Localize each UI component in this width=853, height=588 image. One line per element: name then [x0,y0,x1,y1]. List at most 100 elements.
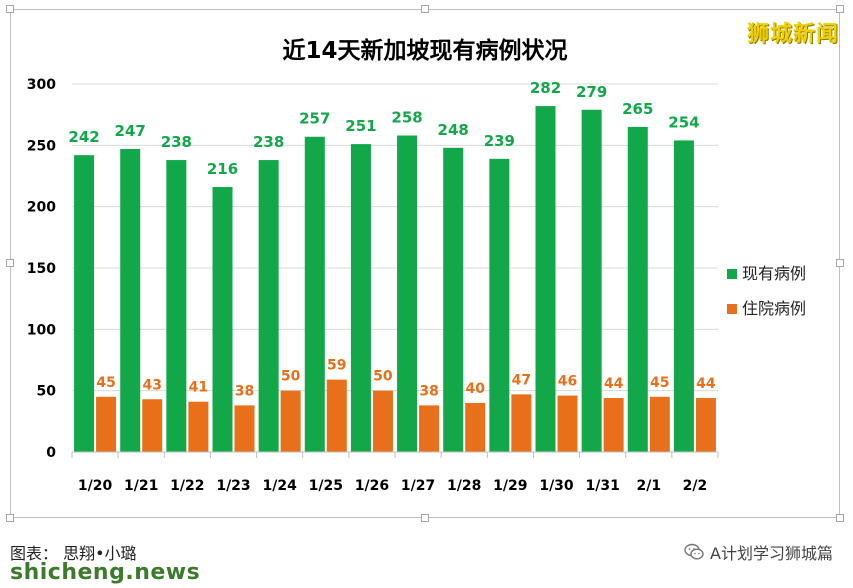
bar-hospitalised-cases [419,405,440,452]
bar-hospitalised-cases [557,395,578,452]
bar-hospitalised-cases [603,398,624,452]
data-label-hospitalised-cases: 45 [650,375,669,391]
bar-hospitalised-cases [695,398,716,452]
x-tick-label: 1/22 [170,478,204,494]
data-label-current-cases: 248 [438,121,469,139]
source-watermark: shicheng.news [10,560,201,585]
bar-hospitalised-cases [188,401,209,452]
bar-current-cases [304,136,325,452]
data-label-hospitalised-cases: 45 [96,375,115,391]
data-label-current-cases: 282 [530,79,561,97]
bars [74,106,716,453]
chart-title: 近14天新加坡现有病例状况 [282,37,567,64]
data-label-current-cases: 247 [115,122,146,140]
account-tag: A计划学习狮城篇 [684,540,833,564]
bar-hospitalised-cases [649,396,670,452]
resize-handle-bottom-left[interactable] [6,514,14,522]
x-tick-label: 1/31 [585,478,619,494]
chart-caption: 图表： 思翔•小璐 [10,544,137,563]
bar-current-cases [581,109,602,452]
data-label-current-cases: 254 [668,113,699,131]
data-label-current-cases: 265 [622,100,653,118]
x-tick-label: 1/25 [309,478,343,494]
y-tick-label: 250 [27,138,56,154]
data-label-current-cases: 216 [207,160,238,178]
bar-current-cases [443,147,464,452]
bar-current-cases [120,149,141,452]
y-tick-label: 50 [37,384,57,400]
data-label-hospitalised-cases: 50 [281,369,301,385]
bar-hospitalised-cases [234,405,255,452]
brand-watermark: 狮城新闻 [746,22,839,47]
x-tick-label: 1/27 [401,478,435,494]
bar-hospitalised-cases [142,399,163,452]
data-label-hospitalised-cases: 41 [189,380,208,396]
bar-current-cases [535,106,556,452]
data-labels: 242 45 247 43 238 41 216 38 238 50 257 59 251 50 258 38… [68,79,716,399]
x-tick-label: 1/30 [539,478,574,494]
data-label-hospitalised-cases: 44 [604,376,624,392]
x-tick-label: 2/1 [636,478,661,494]
y-tick-label: 200 [27,200,56,216]
resize-handle-left[interactable] [6,259,14,267]
data-label-current-cases: 238 [253,133,284,151]
grid [72,83,718,392]
bar-current-cases [627,126,648,452]
bar-hospitalised-cases [96,396,117,452]
y-tick-label: 150 [27,261,56,277]
data-label-current-cases: 239 [484,132,515,150]
data-label-current-cases: 257 [299,110,330,128]
x-tick-label: 2/2 [683,478,708,494]
data-label-hospitalised-cases: 46 [558,374,577,390]
x-tick-label: 1/26 [355,478,389,494]
data-label-hospitalised-cases: 47 [512,372,531,388]
data-label-hospitalised-cases: 59 [327,358,346,374]
bar-current-cases [258,160,279,452]
data-label-hospitalised-cases: 40 [465,381,485,397]
data-label-current-cases: 279 [576,83,607,101]
data-label-hospitalised-cases: 38 [235,383,254,399]
legend-label: 现有病例 [742,264,806,283]
y-tick-label: 0 [46,445,56,461]
y-tick-label: 100 [27,322,56,338]
resize-handle-top-left[interactable] [6,5,14,13]
bar-current-cases [350,144,371,452]
data-label-hospitalised-cases: 43 [142,377,161,393]
bar-hospitalised-cases [465,402,486,452]
bar-current-cases [673,140,694,452]
data-label-hospitalised-cases: 44 [696,376,716,392]
legend-swatch [727,269,737,279]
resize-handle-bottom[interactable] [421,514,429,522]
x-tick-label: 1/24 [262,478,297,494]
wechat-icon [684,543,704,561]
bar-hospitalised-cases [511,394,532,452]
bar-hospitalised-cases [326,379,347,452]
resize-handle-right[interactable] [836,259,844,267]
resize-handle-top[interactable] [421,5,429,13]
resize-handle-top-right[interactable] [836,5,844,13]
data-label-current-cases: 238 [161,133,192,151]
data-label-hospitalised-cases: 38 [419,383,438,399]
data-label-current-cases: 242 [68,128,99,146]
x-tick-label: 1/20 [78,478,113,494]
bar-current-cases [397,135,418,452]
data-label-current-cases: 251 [345,117,376,135]
resize-handle-bottom-right[interactable] [836,514,844,522]
bar-hospitalised-cases [280,390,301,452]
x-tick-label: 1/21 [124,478,158,494]
legend-swatch [727,304,737,314]
bar-current-cases [489,158,510,452]
bar-current-cases [212,187,233,453]
x-tick-label: 1/23 [216,478,250,494]
data-label-hospitalised-cases: 50 [373,369,393,385]
account-name: A计划学习狮城篇 [710,544,833,563]
bar-current-cases [74,155,95,452]
data-label-current-cases: 258 [391,109,422,127]
x-tick-label: 1/28 [447,478,481,494]
bar-current-cases [166,160,187,452]
axes: 0 50 100 150 200 250 300 1/20 1/21 1/22 1/23 1/24 1/… [27,77,719,494]
legend-label: 住院病例 [742,299,806,318]
x-tick-label: 1/29 [493,478,527,494]
